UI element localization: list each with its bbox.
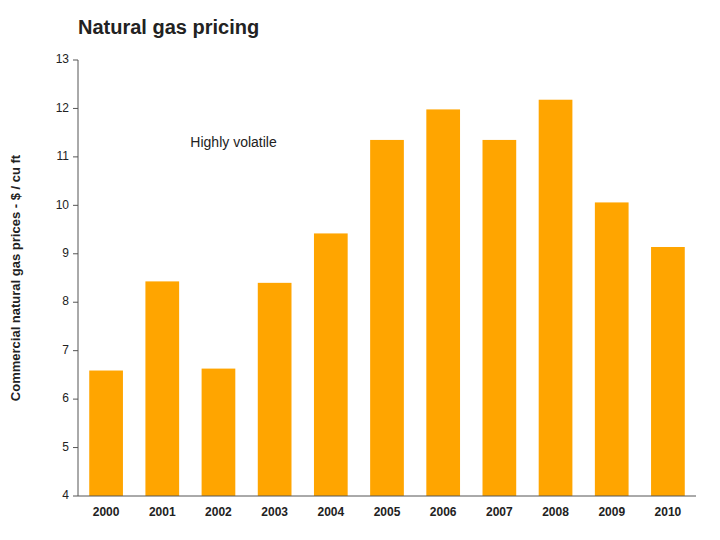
y-tick [73,447,78,448]
x-tick-label: 2004 [317,505,344,519]
x-tick-label: 2007 [486,505,513,519]
bar [483,140,517,496]
bar [145,281,179,496]
y-tick-label: 10 [56,198,70,212]
y-tick-label: 5 [62,440,69,454]
bar [595,202,629,496]
x-tick-label: 2009 [598,505,625,519]
y-tick-label: 9 [62,246,69,260]
x-tick-label: 2008 [542,505,569,519]
annotation: Highly volatile [190,134,277,150]
y-tick [73,60,78,61]
bar [539,100,573,496]
y-tick [73,205,78,206]
bar [202,369,236,496]
x-tick-label: 2006 [430,505,457,519]
x-tick-label: 2003 [261,505,288,519]
y-tick-label: 11 [57,149,70,163]
y-tick [73,399,78,400]
bar [89,371,123,496]
x-tick-label: 2001 [149,505,176,519]
bar [314,233,348,496]
y-tick [73,350,78,351]
title: Natural gas pricing [78,16,259,38]
x-tick-label: 2005 [374,505,401,519]
x-tick-label: 2010 [655,505,682,519]
y-tick-label: 12 [56,101,70,115]
bar [426,109,460,496]
y-axis-label: Commercial natural gas prices - $ / cu f… [8,154,23,401]
y-axis-line [78,60,79,496]
y-tick [73,302,78,303]
y-tick-label: 4 [62,488,69,502]
y-tick-label: 7 [62,343,69,357]
chart: Natural gas pricing Commercial natural ga… [0,0,720,540]
y-tick-label: 6 [62,391,69,405]
x-tick-label: 2002 [205,505,232,519]
bar [370,140,404,496]
y-tick [73,108,78,109]
y-tick [73,496,78,497]
y-tick-label: 13 [56,52,70,66]
bars [89,100,685,496]
x-tick-label: 2000 [93,505,120,519]
bar [258,283,292,496]
y-tick [73,253,78,254]
y-tick [73,156,78,157]
x-axis-line [78,496,696,497]
chart-container: Natural gas pricing Commercial natural ga… [0,0,720,540]
bar [651,247,685,496]
y-tick-label: 8 [62,294,69,308]
